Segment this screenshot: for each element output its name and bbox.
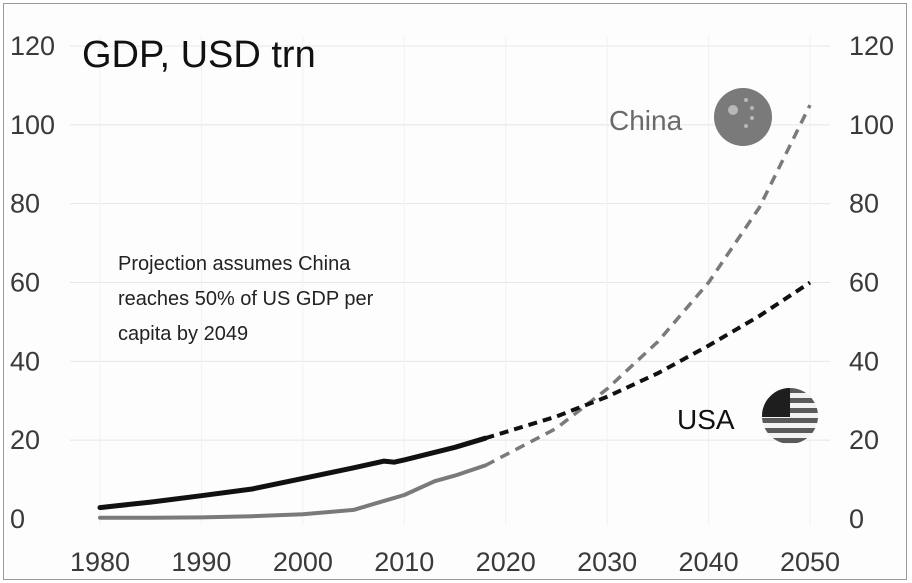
note-line-2: reaches 50% of US GDP per (118, 288, 374, 310)
x-tick-2040: 2040 (679, 547, 739, 577)
chart-title: GDP, USD trn (82, 34, 316, 76)
series-lines (97, 104, 812, 520)
x-tick-2010: 2010 (374, 547, 434, 577)
x-tick-2050: 2050 (780, 547, 840, 577)
projection-note: Projection assumes China reaches 50% of … (118, 253, 374, 345)
chart-frame: 0 0 20 20 40 40 60 60 80 80 100 100 120 120 1980 1990 20… (3, 3, 907, 580)
y-tick-left-0: 0 (10, 504, 25, 534)
series-label-china: China (609, 105, 683, 136)
series-usa-projection-line (484, 280, 812, 441)
series-usa-actual-line (97, 435, 488, 511)
note-line-3: capita by 2049 (118, 323, 248, 345)
x-tick-2000: 2000 (273, 547, 333, 577)
note-line-1: Projection assumes China (118, 253, 351, 275)
x-tick-1990: 1990 (171, 547, 231, 577)
usa-flag-icon (762, 388, 818, 444)
series-label-usa: USA (677, 404, 735, 435)
y-tick-left-20: 20 (10, 425, 40, 455)
y-tick-right-0: 0 (849, 504, 864, 534)
y-tick-right-40: 40 (849, 346, 879, 376)
y-tick-left-120: 120 (10, 31, 55, 61)
x-tick-2030: 2030 (577, 547, 637, 577)
y-tick-right-100: 100 (849, 110, 894, 140)
y-tick-right-120: 120 (849, 31, 894, 61)
y-tick-left-100: 100 (10, 110, 55, 140)
x-tick-2020: 2020 (476, 547, 536, 577)
y-tick-left-60: 60 (10, 268, 40, 298)
series-china-projection-line (484, 104, 812, 467)
series-china-actual-line (98, 463, 488, 520)
china-flag-icon (714, 88, 772, 146)
y-tick-left-40: 40 (10, 346, 40, 376)
x-tick-1980: 1980 (70, 547, 130, 577)
y-tick-right-80: 80 (849, 189, 879, 219)
y-tick-right-60: 60 (849, 268, 879, 298)
y-tick-right-20: 20 (849, 425, 879, 455)
y-tick-left-80: 80 (10, 189, 40, 219)
